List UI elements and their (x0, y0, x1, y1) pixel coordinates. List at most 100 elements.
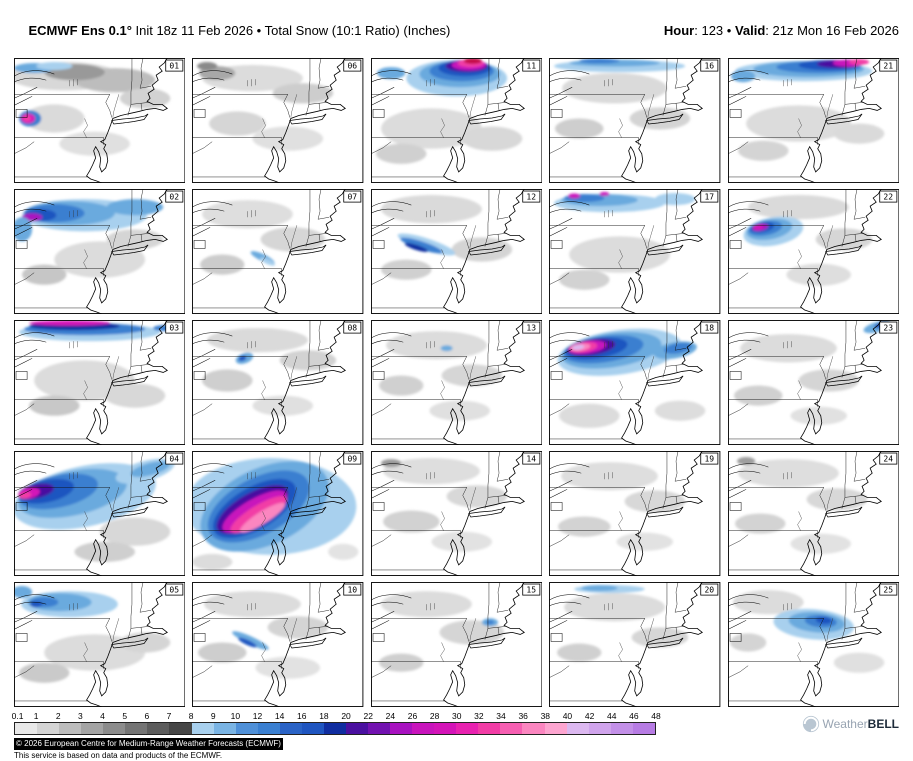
colorbar-segment (323, 723, 346, 735)
colorbar-segment (610, 723, 633, 735)
ensemble-member-panel: 13 (370, 320, 543, 446)
colorbar-tick: 28 (429, 711, 440, 722)
member-number-box (343, 59, 362, 72)
snow-shading (197, 62, 334, 151)
member-number-label: 19 (705, 455, 715, 464)
member-number-box (165, 59, 184, 72)
member-number-label: 01 (169, 62, 179, 71)
colorbar-tick: 0.1 (11, 711, 24, 722)
ensemble-member-panel: 02 (14, 189, 186, 315)
panel-frame (192, 451, 364, 577)
member-number-label: 07 (348, 193, 358, 202)
colorbar-tick: 42 (584, 711, 595, 722)
colorbar-tick: 48 (651, 711, 661, 722)
snow-shading (192, 458, 359, 571)
snow-shading (14, 62, 171, 156)
member-number-label: 23 (883, 324, 893, 333)
member-number-box (522, 190, 541, 203)
colorbar-segment (345, 723, 368, 735)
colorbar-segment (213, 723, 236, 735)
ensemble-member-panel: 04 (14, 451, 186, 577)
member-number-box (522, 452, 541, 465)
colorbar-tick: 5 (122, 711, 128, 722)
member-number-label: 02 (169, 193, 179, 202)
member-number-box (165, 190, 184, 203)
colorbar: 0.1 1 2 3 4 5 6 7 8 9 10 12 14 16 18 20 22 24 26 28 30 32 34 36… (11, 711, 661, 736)
ensemble-member-panel: 17 (549, 189, 721, 315)
header: ECMWF Ens 0.1° Init 18z 11 Feb 2026 • To… (0, 0, 913, 55)
footer-copyright: © 2026 European Centre for Medium-Range … (14, 738, 283, 750)
ensemble-member-panel: 06 (192, 58, 364, 184)
colorbar-segment (588, 723, 611, 735)
snow-shading (202, 328, 337, 416)
ensemble-member-panel: 18 (549, 320, 721, 446)
colorbar-tick: 30 (452, 711, 462, 722)
snow-shading (375, 58, 523, 164)
member-number-box (165, 583, 184, 596)
snow-shading (554, 58, 691, 139)
ensemble-member-panel: 09 (192, 451, 364, 577)
colorbar-segment (544, 723, 567, 735)
snow-shading (14, 458, 175, 562)
panel-frame (727, 320, 899, 445)
member-number-box (700, 583, 719, 596)
panel-frame (192, 582, 364, 708)
snow-shading (733, 321, 891, 425)
ensemble-member-panel: 21 (727, 58, 899, 184)
member-number-label: 24 (883, 455, 893, 464)
colorbar-segment (235, 723, 258, 735)
member-number-label: 06 (348, 62, 358, 71)
colorbar-segment (368, 723, 391, 735)
colorbar-segment (15, 723, 38, 735)
member-number-label: 12 (526, 193, 536, 202)
member-number-box (343, 190, 362, 203)
colorbar-tick: 36 (518, 711, 528, 722)
member-number-box (700, 321, 719, 334)
panel-frame (370, 320, 543, 445)
panel-frame (192, 189, 364, 314)
colorbar-segment (412, 723, 435, 735)
member-number-label: 21 (883, 62, 893, 71)
ensemble-member-panel: 05 (14, 582, 186, 708)
colorbar-segment (103, 723, 126, 735)
panel-frame (14, 189, 186, 314)
member-number-box (165, 321, 184, 334)
ensemble-member-panel: 07 (192, 189, 364, 315)
ensemble-member-panel: 11 (370, 58, 543, 184)
panel-frame (14, 451, 186, 577)
snow-shading (743, 195, 872, 286)
swirl-icon (802, 715, 819, 733)
ensemble-member-panel: 22 (727, 189, 899, 315)
member-number-box (878, 59, 897, 72)
panel-frame (370, 451, 543, 577)
member-number-box (343, 321, 362, 334)
panel-frame (549, 451, 721, 577)
panel-frame (370, 189, 543, 314)
member-number-label: 22 (883, 193, 893, 202)
colorbar-tick: 8 (188, 711, 194, 722)
member-number-box (522, 321, 541, 334)
colorbar-segment (301, 723, 324, 735)
member-number-box (522, 59, 541, 72)
snow-shading (557, 328, 706, 428)
member-number-label: 13 (526, 324, 536, 333)
member-number-box (878, 321, 897, 334)
member-number-label: 15 (526, 586, 536, 595)
snow-shading (557, 585, 689, 662)
snow-shading (200, 200, 326, 275)
ensemble-member-panel: 10 (192, 582, 364, 708)
member-number-box (165, 452, 184, 465)
colorbar-tick: 2 (55, 711, 61, 722)
colorbar-tick: 3 (78, 711, 83, 722)
member-number-label: 09 (348, 455, 358, 464)
panel-frame (192, 58, 364, 183)
ensemble-member-panel: 25 (727, 582, 899, 708)
member-number-label: 10 (348, 586, 358, 595)
snow-shading (378, 591, 504, 672)
member-number-box (878, 452, 897, 465)
colorbar-segment (191, 723, 214, 735)
snow-shading (730, 59, 884, 161)
panel-frame (727, 58, 899, 183)
member-number-box (343, 452, 362, 465)
colorbar-segment (522, 723, 545, 735)
